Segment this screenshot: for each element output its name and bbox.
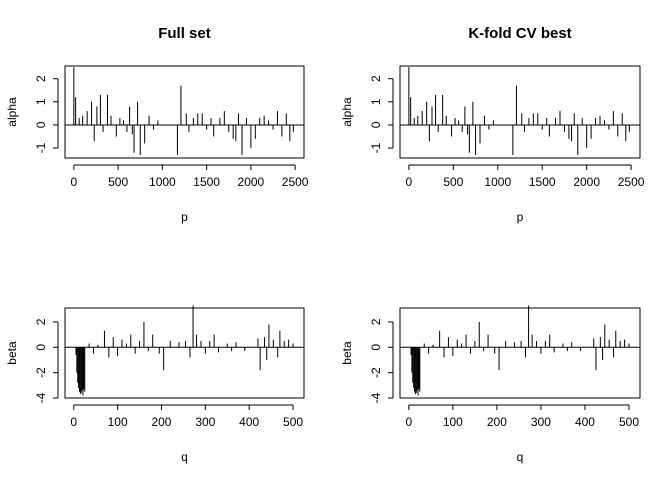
x-tick-label: 2500 — [618, 175, 645, 189]
x-tick-label: 1000 — [484, 175, 511, 189]
y-tick-label: 2 — [34, 318, 48, 325]
y-tick-label: 1 — [369, 98, 383, 105]
x-tick-label: 1500 — [193, 175, 220, 189]
x-tick-label: 1500 — [529, 175, 556, 189]
chart-title: K-fold CV best — [468, 25, 571, 42]
y-axis-label: alpha — [5, 97, 19, 127]
y-tick-label: 2 — [34, 75, 48, 82]
x-tick-label: 100 — [443, 415, 463, 429]
x-tick-label: 300 — [195, 415, 215, 429]
plot-box — [64, 65, 305, 159]
y-tick-label: -2 — [369, 367, 383, 378]
y-tick-label: 2 — [369, 318, 383, 325]
x-axis-label: q — [517, 450, 524, 464]
x-tick-label: 500 — [283, 415, 303, 429]
x-tick-label: 500 — [443, 175, 463, 189]
x-tick-label: 400 — [575, 415, 595, 429]
x-tick-label: 400 — [239, 415, 259, 429]
x-tick-label: 2000 — [573, 175, 600, 189]
x-tick-label: 2500 — [282, 175, 309, 189]
y-tick-label: 0 — [369, 121, 383, 128]
x-tick-label: 300 — [531, 415, 551, 429]
y-axis-label: beta — [340, 341, 354, 365]
chart-title: Full set — [158, 25, 211, 42]
x-tick-label: 0 — [71, 175, 78, 189]
x-tick-label: 0 — [70, 415, 77, 429]
x-tick-label: 200 — [487, 415, 507, 429]
x-axis-label: p — [517, 210, 524, 224]
x-tick-label: 0 — [406, 175, 413, 189]
x-axis-label: p — [181, 210, 188, 224]
x-tick-label: 100 — [108, 415, 128, 429]
y-tick-label: 2 — [369, 75, 383, 82]
x-tick-label: 1000 — [149, 175, 176, 189]
plot-box — [64, 307, 305, 399]
y-tick-label: -4 — [34, 392, 48, 403]
y-tick-label: -1 — [369, 142, 383, 153]
y-tick-label: 0 — [34, 344, 48, 351]
plot-box — [399, 65, 641, 159]
x-tick-label: 500 — [619, 415, 639, 429]
x-tick-label: 2000 — [238, 175, 265, 189]
y-tick-label: 1 — [34, 98, 48, 105]
y-axis-label: beta — [5, 341, 19, 365]
x-tick-label: 500 — [108, 175, 128, 189]
y-tick-label: 0 — [369, 344, 383, 351]
x-tick-label: 200 — [151, 415, 171, 429]
y-tick-label: -1 — [34, 142, 48, 153]
y-tick-label: -2 — [34, 367, 48, 378]
x-tick-label: 0 — [405, 415, 412, 429]
y-tick-label: 0 — [34, 121, 48, 128]
y-tick-label: -4 — [369, 392, 383, 403]
x-axis-label: q — [181, 450, 188, 464]
y-axis-label: alpha — [340, 97, 354, 127]
plot-box — [399, 307, 641, 399]
